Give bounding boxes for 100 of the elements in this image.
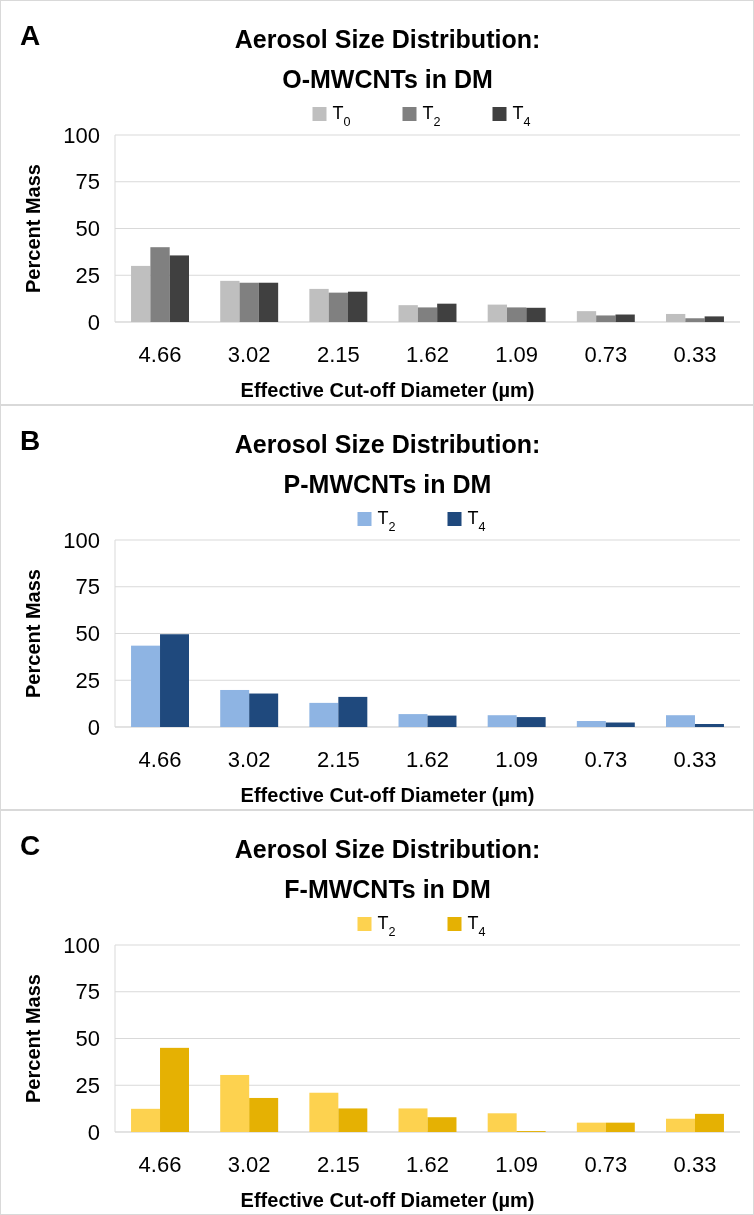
y-tick-label: 25 — [75, 1072, 100, 1098]
bar — [398, 305, 418, 322]
bar — [249, 693, 279, 727]
bar — [596, 315, 616, 322]
x-tick-label: 1.62 — [406, 342, 449, 367]
y-tick-label: 25 — [75, 262, 100, 288]
bar — [220, 689, 250, 727]
x-tick-label: 0.33 — [673, 1152, 717, 1177]
bar — [437, 303, 457, 322]
y-tick-label: 75 — [75, 574, 100, 600]
bar — [487, 715, 517, 727]
x-tick-label: 4.66 — [138, 1152, 182, 1177]
text: C — [20, 830, 41, 861]
bar — [427, 1117, 457, 1132]
bar — [309, 702, 339, 727]
x-tick-label: 3.02 — [227, 1152, 271, 1177]
bar — [704, 316, 724, 322]
bar — [576, 1122, 606, 1132]
x-tick-label: 3.02 — [227, 342, 271, 367]
bar — [694, 724, 724, 727]
bar — [309, 288, 329, 322]
bar — [694, 1113, 724, 1132]
bar — [417, 307, 438, 322]
bar — [160, 1047, 189, 1132]
x-tick-label: 3.02 — [227, 747, 271, 772]
bar — [150, 247, 170, 322]
bar — [249, 1097, 279, 1132]
y-tick-label: 50 — [75, 216, 100, 242]
y-tick-label: 100 — [63, 932, 100, 958]
bar — [576, 311, 597, 322]
bar — [685, 318, 705, 322]
bar — [427, 715, 457, 727]
y-axis-title: Percent Mass — [22, 569, 44, 698]
y-tick-label: 100 — [63, 527, 100, 553]
x-tick-label: 0.73 — [584, 747, 628, 772]
bar — [169, 255, 189, 322]
bar — [526, 307, 546, 322]
bar — [507, 307, 527, 322]
y-tick-label: 100 — [63, 122, 100, 148]
bar — [131, 645, 161, 727]
x-tick-label: 2.15 — [316, 342, 360, 367]
y-tick-label: 0 — [87, 309, 100, 335]
y-axis-title: Percent Mass — [22, 164, 44, 293]
bar — [487, 1113, 517, 1132]
x-tick-label: 2.15 — [316, 1152, 360, 1177]
x-axis-title: Effective Cut-off Diameter (µm) — [240, 784, 535, 806]
x-tick-label: 0.73 — [584, 1152, 628, 1177]
bar — [220, 1074, 250, 1132]
bar — [220, 280, 240, 322]
legend-label: T$_{4}$ — [512, 103, 531, 129]
chart-title: Aerosol Size Distribution: O-MWCNTs in DM — [234, 25, 541, 93]
legend-label: T$_{2}$ — [422, 103, 441, 129]
bar — [615, 314, 635, 322]
bar — [131, 1108, 161, 1132]
x-tick-label: 2.15 — [316, 747, 360, 772]
x-tick-label: 0.73 — [584, 342, 628, 367]
bar — [398, 714, 428, 727]
chart-title: Aerosol Size Distribution: F-MWCNTs in DM — [234, 835, 541, 903]
bar — [328, 292, 348, 322]
x-tick-label: 1.09 — [495, 342, 539, 367]
bar — [338, 1108, 368, 1132]
text: A — [20, 20, 41, 51]
bar — [131, 265, 151, 322]
bar — [516, 717, 546, 727]
bar — [258, 282, 279, 322]
y-tick-label: 0 — [87, 714, 100, 740]
legend-label: T$_{2}$ — [377, 508, 396, 534]
x-axis-title: Effective Cut-off Diameter (µm) — [240, 1189, 535, 1211]
chart-title: Aerosol Size Distribution: P-MWCNTs in DM — [234, 430, 541, 498]
y-tick-label: 75 — [75, 979, 100, 1005]
y-tick-label: 50 — [75, 621, 100, 647]
x-tick-label: 4.66 — [138, 342, 182, 367]
legend-label: T$_{2}$ — [377, 913, 396, 939]
bar — [160, 634, 189, 727]
y-tick-label: 0 — [87, 1119, 100, 1145]
bar — [239, 282, 259, 322]
x-tick-label: 0.33 — [673, 747, 717, 772]
bar — [605, 1122, 635, 1132]
bar — [666, 1118, 695, 1132]
x-tick-label: 1.09 — [495, 747, 539, 772]
x-tick-label: 1.09 — [495, 1152, 539, 1177]
bar — [487, 304, 507, 322]
x-tick-label: 1.62 — [406, 747, 449, 772]
legend-label: T$_{0}$ — [332, 103, 351, 129]
y-tick-label: 25 — [75, 667, 100, 693]
text: B — [20, 425, 41, 456]
bar — [666, 313, 686, 322]
x-tick-label: 1.62 — [406, 1152, 449, 1177]
x-axis-title: Effective Cut-off Diameter (µm) — [240, 379, 535, 401]
legend-label: T$_{4}$ — [467, 913, 486, 939]
x-tick-label: 4.66 — [138, 747, 182, 772]
bar — [576, 721, 606, 727]
x-tick-label: 0.33 — [673, 342, 717, 367]
bar — [309, 1092, 339, 1132]
bar — [666, 715, 695, 727]
y-axis-title: Percent Mass — [22, 974, 44, 1103]
bar — [348, 291, 368, 322]
bar — [338, 696, 368, 727]
bar — [398, 1108, 428, 1132]
legend-label: T$_{4}$ — [467, 508, 486, 534]
